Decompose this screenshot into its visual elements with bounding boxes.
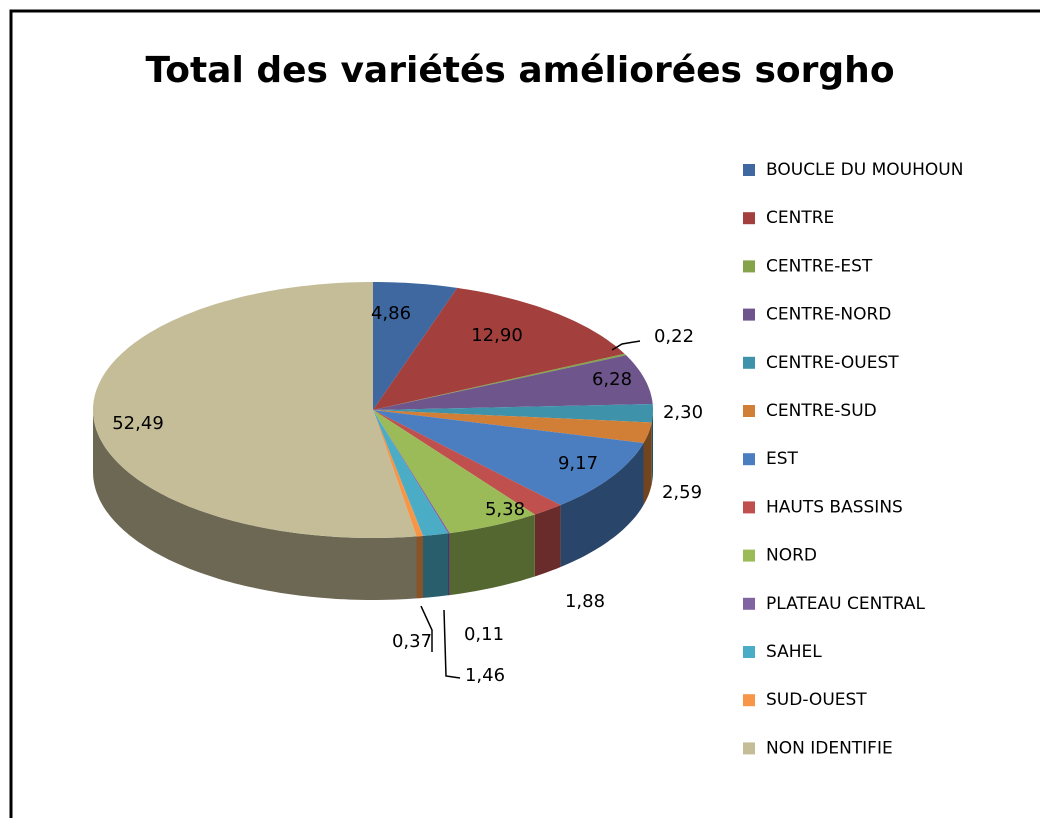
slice-side	[643, 422, 652, 505]
legend-swatch	[743, 694, 755, 707]
legend-swatch	[743, 308, 755, 321]
legend-label: CENTRE-NORD	[766, 305, 891, 325]
data-label: 12,90	[471, 325, 523, 346]
slice	[373, 355, 653, 410]
legend-swatch	[743, 501, 755, 514]
legend-label: CENTRE-OUEST	[766, 353, 899, 373]
slice	[373, 287, 625, 410]
data-label: 0,37	[392, 631, 432, 652]
data-label: 1,88	[565, 591, 605, 612]
legend-label: HAUTS BASSINS	[766, 497, 903, 517]
data-label: 52,49	[112, 413, 164, 434]
slice	[373, 410, 652, 443]
data-label: 2,59	[662, 482, 702, 503]
data-label: 2,30	[663, 402, 703, 423]
legend-label: CENTRE-EST	[766, 256, 873, 276]
legend-swatch	[743, 742, 755, 755]
slice-side	[534, 505, 561, 577]
legend-label: SAHEL	[766, 642, 822, 662]
legend-swatch	[743, 549, 755, 562]
slice-side	[448, 533, 450, 596]
data-label: 9,17	[558, 453, 598, 474]
slice	[373, 410, 535, 534]
legend-swatch	[743, 356, 755, 369]
legend-label: CENTRE-SUD	[766, 401, 877, 421]
slice	[93, 282, 417, 538]
legend-swatch	[743, 164, 755, 176]
slice-side	[560, 443, 644, 567]
legend-label: BOUCLE DU MOUHOUN	[766, 160, 963, 180]
slice-side	[416, 535, 423, 599]
legend-swatch	[743, 597, 755, 610]
slice-side	[449, 514, 535, 596]
data-label: 0,11	[464, 624, 504, 645]
slice-side	[651, 410, 653, 485]
leader-line	[443, 609, 461, 679]
slice-side	[93, 410, 417, 600]
legend-label: PLATEAU CENTRAL	[766, 594, 925, 614]
chart-border	[9, 9, 1040, 818]
data-label: 1,46	[465, 665, 505, 686]
legend-label: EST	[766, 449, 799, 469]
slice	[373, 410, 450, 534]
slice	[373, 353, 627, 410]
slice	[373, 410, 448, 536]
legend-swatch	[743, 646, 755, 658]
legend-swatch	[743, 453, 755, 466]
slice	[373, 282, 458, 410]
legend-label: NON IDENTIFIE	[766, 738, 893, 758]
slice	[373, 410, 561, 515]
legend-label: SUD-OUEST	[766, 690, 867, 710]
chart-title: Total des variétés améliorées sorgho	[145, 50, 894, 91]
data-label: 5,38	[485, 499, 525, 520]
slice	[373, 410, 423, 537]
data-label: 4,86	[371, 303, 411, 324]
data-label: 6,28	[592, 369, 632, 390]
legend-swatch	[743, 212, 755, 225]
leader-lines	[420, 340, 641, 679]
legend-swatch	[743, 260, 755, 273]
data-label: 0,22	[654, 326, 694, 347]
legend-swatch	[743, 405, 755, 417]
slice	[373, 410, 644, 505]
legend-label: NORD	[766, 546, 817, 566]
slice	[373, 404, 653, 423]
leader-line	[420, 605, 433, 652]
slice-side	[423, 533, 448, 598]
leader-line	[611, 340, 641, 351]
legend-label: CENTRE	[766, 208, 834, 228]
